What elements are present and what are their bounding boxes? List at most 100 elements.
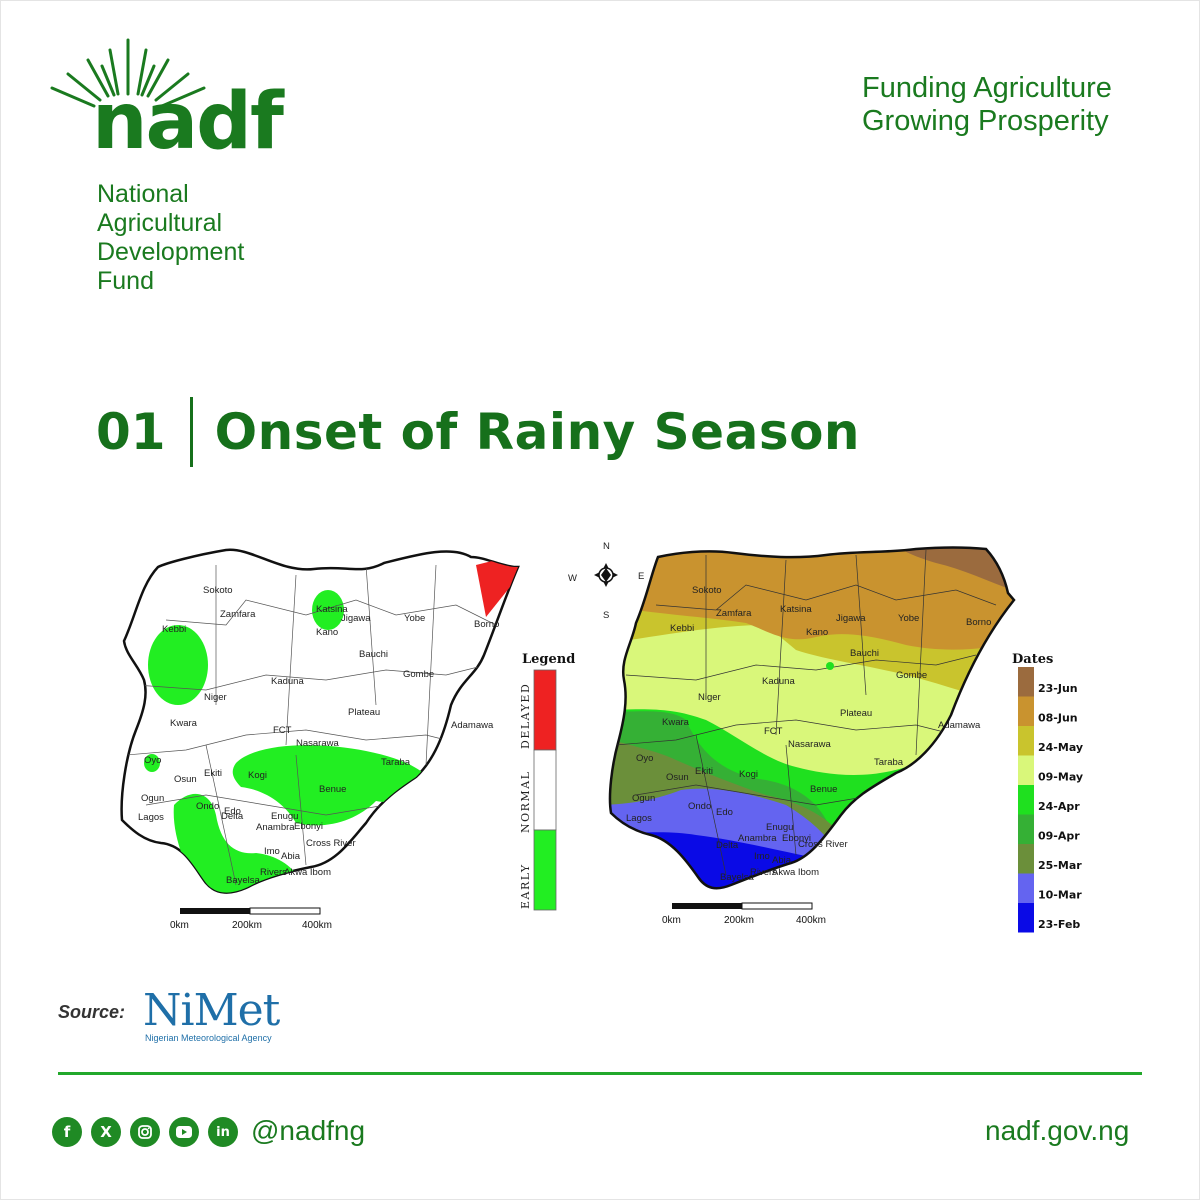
state-label: Plateau	[840, 708, 872, 719]
compass-e: E	[638, 571, 644, 582]
maps-figure: Sokoto Zamfara Katsina Jigawa Kano Yobe …	[120, 541, 1083, 933]
legend-label-early: EARLY	[519, 863, 532, 909]
legend-label-delayed: DELAYED	[519, 683, 532, 749]
dates-swatches: 23-Jun 08-Jun 24-May 09-May 24-Apr 09-Apr 25-M…	[1018, 667, 1083, 933]
onset-date-zones	[609, 547, 1014, 889]
state-label: Anambra	[256, 822, 295, 833]
state-label: Kwara	[662, 717, 690, 728]
state-label: Niger	[698, 692, 721, 703]
state-label: Osun	[174, 774, 197, 785]
nigeria-outline-right	[608, 546, 1016, 890]
footer-divider	[58, 1072, 1142, 1075]
left-legend: Legend DELAYED NORMAL EARLY	[519, 652, 575, 911]
right-scale-bar: 0km 200km 400km	[662, 902, 826, 926]
state-label: Nasarawa	[788, 739, 831, 750]
scale-label: 0km	[662, 915, 681, 926]
state-label: Kogi	[739, 769, 758, 780]
social-handle[interactable]: @nadfng	[251, 1115, 366, 1146]
left-anomaly-map: Sokoto Zamfara Katsina Jigawa Kano Yobe …	[120, 548, 575, 931]
state-label: Kano	[806, 627, 828, 638]
legend-title: Dates	[1012, 652, 1053, 667]
right-onset-dates-map: Sokoto Zamfara Katsina Jigawa Kano Yobe …	[568, 541, 1083, 933]
tagline: Funding Agriculture Growing Prosperity	[862, 72, 1112, 138]
zone-08-jun	[609, 547, 1014, 650]
dates-swatch	[1018, 903, 1034, 933]
state-label: Kaduna	[271, 676, 304, 687]
state-boundaries	[125, 564, 497, 886]
dates-label: 09-May	[1038, 770, 1083, 783]
state-label: Yobe	[898, 613, 919, 624]
state-label: Anambra	[738, 833, 777, 844]
state-label: Oyo	[144, 755, 161, 766]
org-name: National Agricultural Development Fund	[97, 180, 244, 296]
state-label: Ondo	[688, 801, 711, 812]
state-label: Ondo	[196, 801, 219, 812]
state-label: Cross River	[798, 839, 848, 850]
state-label: Imo	[754, 851, 770, 862]
dates-swatch	[1018, 873, 1034, 903]
linkedin-icon[interactable]: in	[208, 1117, 238, 1147]
right-state-labels: Sokoto Zamfara Katsina Jigawa Kano Yobe …	[626, 585, 991, 883]
legend-title: Legend	[522, 652, 575, 667]
left-state-labels: Sokoto Zamfara Katsina Jigawa Kano Yobe …	[138, 585, 499, 886]
dates-swatch	[1018, 844, 1034, 874]
legend-swatch-early	[533, 829, 557, 911]
nigeria-outline-left	[120, 548, 520, 894]
section-title: Onset of Rainy Season	[214, 403, 861, 461]
state-label: Kaduna	[762, 676, 795, 687]
legend-swatch-normal	[533, 749, 557, 831]
logo-wordmark: nadf	[92, 77, 285, 156]
left-scale-bar: 0km 200km 400km	[170, 907, 332, 931]
youtube-icon[interactable]	[169, 1117, 199, 1147]
org-name-line: Development	[97, 238, 245, 266]
nadf-logo: nadf	[50, 38, 287, 156]
state-label: Ekiti	[695, 766, 713, 777]
scale-bar-black	[672, 903, 742, 909]
dates-swatch	[1018, 726, 1034, 756]
compass-s: S	[603, 610, 609, 621]
state-label: Abia	[772, 855, 792, 866]
scale-label: 200km	[232, 920, 262, 931]
state-label: Niger	[204, 692, 227, 703]
tagline-line: Growing Prosperity	[862, 105, 1109, 137]
state-label: Lagos	[626, 813, 652, 824]
state-label: Edo	[224, 806, 241, 817]
state-label: Kogi	[248, 770, 267, 781]
scale-label: 200km	[724, 915, 754, 926]
state-label: Taraba	[381, 757, 411, 768]
state-label: Zamfara	[716, 608, 752, 619]
nimet-logo: NiMet	[143, 985, 280, 1036]
state-label: FCT	[273, 725, 292, 736]
dates-swatch	[1018, 785, 1034, 815]
state-label: Sokoto	[203, 585, 233, 596]
zone-early	[312, 590, 344, 630]
state-label: Rivers	[750, 867, 777, 878]
state-label: Adamawa	[938, 720, 981, 731]
state-label: Lagos	[138, 812, 164, 823]
org-name-line: Agricultural	[97, 209, 223, 237]
state-label: Akwa Ibom	[284, 867, 331, 878]
state-label: Bayelsa	[226, 875, 261, 886]
state-label: Jigawa	[836, 613, 866, 624]
dates-label: 24-Apr	[1038, 800, 1080, 813]
org-name-line: Fund	[97, 267, 154, 295]
scale-label: 0km	[170, 920, 189, 931]
state-label: Ebonyi	[782, 833, 811, 844]
website-link[interactable]: nadf.gov.ng	[985, 1115, 1130, 1146]
facebook-icon[interactable]: f	[52, 1117, 82, 1147]
state-label: Osun	[666, 772, 689, 783]
state-label: Katsina	[780, 604, 812, 615]
dates-label: 23-Feb	[1038, 918, 1080, 931]
state-boundaries	[615, 549, 997, 876]
x-icon[interactable]: X	[91, 1117, 121, 1147]
scale-bar-white	[741, 902, 813, 910]
state-label: Adamawa	[451, 720, 494, 731]
zone-delayed	[476, 555, 519, 617]
instagram-icon[interactable]	[130, 1117, 160, 1147]
state-label: Ogun	[141, 793, 164, 804]
source-label: Source:	[58, 1002, 126, 1022]
state-label: Akwa Ibom	[772, 867, 819, 878]
nimet-subtitle: Nigerian Meteorological Agency	[145, 1033, 272, 1043]
zone-early	[173, 793, 301, 893]
anomaly-zones	[144, 555, 519, 893]
